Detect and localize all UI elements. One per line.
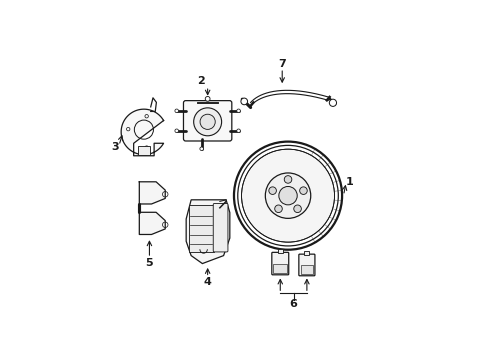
FancyBboxPatch shape (183, 101, 231, 141)
Circle shape (284, 176, 291, 183)
Text: 6: 6 (289, 299, 297, 309)
FancyBboxPatch shape (298, 254, 314, 276)
Circle shape (293, 205, 301, 212)
Bar (137, 145, 150, 155)
Text: 4: 4 (203, 277, 211, 287)
Circle shape (299, 187, 306, 194)
Polygon shape (139, 182, 165, 204)
Polygon shape (186, 200, 229, 264)
FancyBboxPatch shape (271, 252, 288, 275)
Circle shape (241, 149, 334, 242)
Circle shape (200, 147, 203, 150)
Circle shape (278, 186, 297, 205)
Circle shape (236, 129, 240, 132)
FancyBboxPatch shape (213, 203, 227, 252)
Text: 1: 1 (346, 177, 353, 187)
Circle shape (328, 99, 336, 107)
Circle shape (205, 96, 210, 101)
Circle shape (193, 108, 221, 136)
Circle shape (200, 114, 215, 129)
Bar (304, 251, 309, 255)
Text: 2: 2 (197, 76, 204, 86)
Circle shape (241, 98, 247, 105)
Circle shape (265, 173, 310, 219)
Bar (273, 264, 286, 273)
Polygon shape (121, 109, 163, 156)
Polygon shape (139, 212, 165, 234)
Text: 5: 5 (145, 258, 153, 268)
Circle shape (175, 109, 178, 113)
Bar (300, 265, 313, 274)
Circle shape (268, 187, 276, 194)
Circle shape (236, 109, 240, 113)
Text: 3: 3 (111, 142, 119, 152)
Bar (277, 249, 283, 253)
Polygon shape (188, 204, 213, 252)
Text: 7: 7 (278, 59, 285, 69)
Circle shape (274, 205, 282, 212)
Circle shape (175, 129, 178, 132)
